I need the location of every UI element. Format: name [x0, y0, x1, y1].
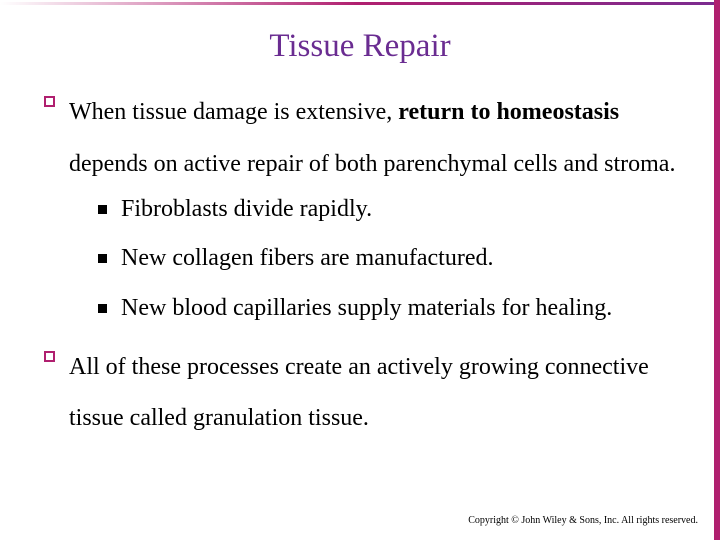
- copyright-text: Copyright © John Wiley & Sons, Inc. All …: [468, 515, 698, 526]
- bullet-item: When tissue damage is extensive, return …: [44, 87, 680, 190]
- slide-title: Tissue Repair: [40, 28, 680, 65]
- square-sub-bullet-icon: [98, 254, 107, 263]
- top-gradient-line: [0, 2, 714, 5]
- sub-bullet-item: New blood capillaries supply materials f…: [98, 293, 680, 324]
- bullet-text: All of these processes create an activel…: [69, 342, 680, 445]
- slide-content: When tissue damage is extensive, return …: [40, 87, 680, 445]
- bullet-text: When tissue damage is extensive, return …: [69, 87, 680, 190]
- square-sub-bullet-icon: [98, 205, 107, 214]
- slide: Tissue Repair When tissue damage is exte…: [0, 0, 720, 540]
- square-bullet-icon: [44, 96, 55, 107]
- sub-bullet-list: Fibroblasts divide rapidly. New collagen …: [98, 194, 680, 324]
- right-accent-bar: [714, 0, 720, 540]
- sub-bullet-text: New collagen fibers are manufactured.: [121, 243, 493, 274]
- square-sub-bullet-icon: [98, 304, 107, 313]
- sub-bullet-item: Fibroblasts divide rapidly.: [98, 194, 680, 225]
- sub-bullet-item: New collagen fibers are manufactured.: [98, 243, 680, 274]
- bullet-item: All of these processes create an activel…: [44, 342, 680, 445]
- sub-bullet-text: Fibroblasts divide rapidly.: [121, 194, 372, 225]
- sub-bullet-text: New blood capillaries supply materials f…: [121, 293, 612, 324]
- square-bullet-icon: [44, 351, 55, 362]
